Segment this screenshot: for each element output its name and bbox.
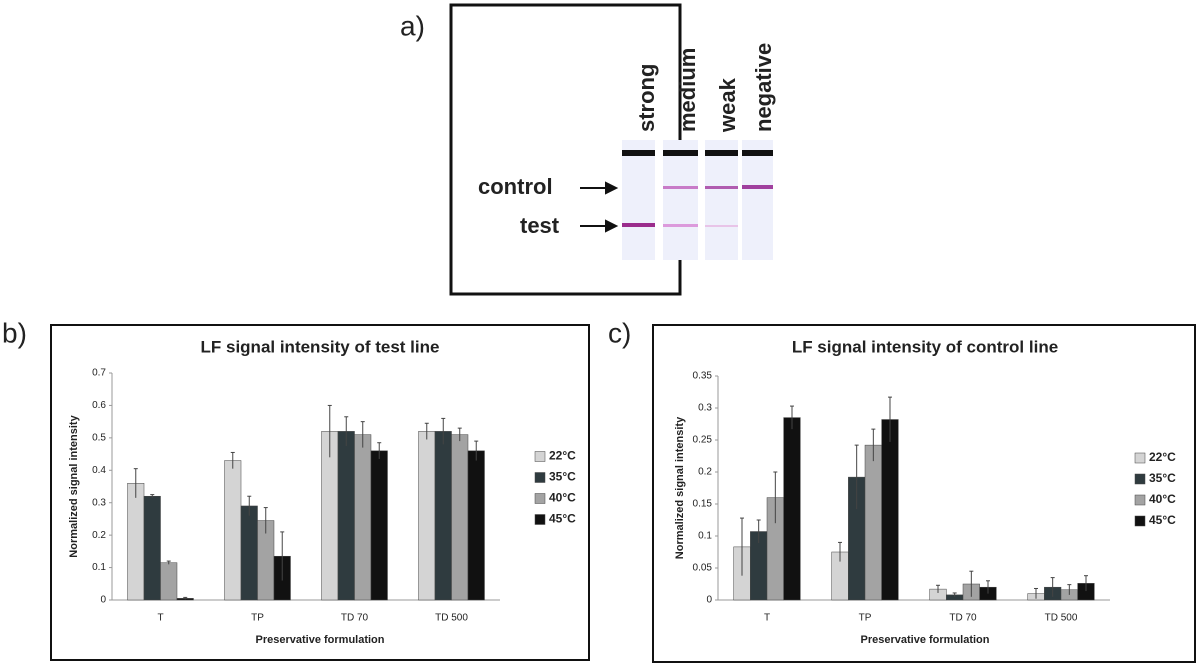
y-tick-label: 0.5 <box>92 432 106 443</box>
bar <box>337 431 355 601</box>
x-tick-label: TD 500 <box>435 613 468 624</box>
lane-label: medium <box>675 48 700 132</box>
panel-label: b) <box>2 317 27 348</box>
strip-band <box>622 150 655 156</box>
arrow-head <box>605 181 619 195</box>
strips <box>622 140 773 260</box>
bar <box>864 444 882 601</box>
line-label: test <box>520 213 560 238</box>
legend-label: 35°C <box>549 470 576 484</box>
bar <box>143 495 161 601</box>
strip-band <box>663 186 698 189</box>
strip-band <box>663 150 698 156</box>
legend-swatch <box>534 514 546 525</box>
lane-label: strong <box>634 64 659 132</box>
y-tick-label: 0.05 <box>693 563 713 574</box>
strip-band <box>622 223 655 227</box>
y-tick-label: 0 <box>100 595 106 606</box>
bar <box>418 431 436 601</box>
strip <box>742 140 773 260</box>
bar <box>881 419 899 601</box>
y-tick-label: 0.15 <box>693 499 713 510</box>
panel-label: a) <box>400 10 425 41</box>
y-tick-label: 0.6 <box>92 400 106 411</box>
bar <box>451 434 469 601</box>
arrows <box>580 181 619 233</box>
strip-band <box>705 150 738 156</box>
panel-label: c) <box>608 317 631 348</box>
y-tick-label: 0.4 <box>92 465 106 476</box>
chart-title: LF signal intensity of test line <box>201 337 440 356</box>
y-tick-label: 0.2 <box>92 530 106 541</box>
bar <box>127 483 145 601</box>
bar <box>224 460 242 601</box>
strip-band <box>705 186 738 189</box>
lane-label: weak <box>715 77 740 133</box>
lane-label: negative <box>751 43 776 132</box>
legend-label: 35°C <box>1149 471 1176 485</box>
x-tick-label: TD 500 <box>1045 613 1078 624</box>
line-label: control <box>478 174 553 199</box>
strip <box>705 140 738 260</box>
x-axis-label: Preservative formulation <box>256 634 385 646</box>
strip-band <box>742 185 773 189</box>
legend-swatch <box>534 493 546 504</box>
bar <box>370 450 388 601</box>
strip-band <box>742 150 773 156</box>
y-tick-label: 0.7 <box>92 368 106 379</box>
y-tick-label: 0.25 <box>693 435 713 446</box>
y-tick-label: 0.35 <box>693 371 713 382</box>
y-tick-label: 0.1 <box>92 562 106 573</box>
chart-frame <box>652 324 1196 663</box>
legend-swatch <box>1134 494 1146 506</box>
x-tick-label: T <box>764 613 770 624</box>
x-tick-label: T <box>157 613 163 624</box>
y-tick-label: 0.1 <box>698 531 712 542</box>
x-tick-label: TD 70 <box>341 613 369 624</box>
arrow-head <box>605 219 619 233</box>
x-tick-label: TP <box>251 613 264 624</box>
legend-label: 45°C <box>549 512 576 526</box>
y-tick-label: 0.3 <box>698 403 712 414</box>
x-tick-label: TD 70 <box>949 613 977 624</box>
bar <box>467 450 485 601</box>
bar <box>354 434 372 601</box>
strip-band <box>663 224 698 227</box>
bar <box>160 562 178 601</box>
legend-label: 45°C <box>1149 513 1176 527</box>
strip <box>663 140 698 260</box>
legend-label: 22°C <box>549 449 576 463</box>
legend-swatch <box>1134 452 1146 464</box>
y-tick-label: 0.2 <box>698 467 712 478</box>
bar <box>783 417 801 601</box>
legend-swatch <box>1134 515 1146 527</box>
legend-swatch <box>534 451 546 462</box>
bar <box>434 431 452 601</box>
legend-swatch <box>1134 473 1146 485</box>
chart-frame <box>50 324 590 661</box>
legend-swatch <box>534 472 546 483</box>
y-tick-label: 0 <box>706 595 712 606</box>
strip <box>622 140 655 260</box>
y-axis-label: Normalized signal intensity <box>68 414 80 557</box>
strip-band <box>705 225 738 227</box>
x-axis-label: Preservative formulation <box>861 634 990 646</box>
legend-label: 40°C <box>1149 492 1176 506</box>
chart-title: LF signal intensity of control line <box>792 337 1058 356</box>
legend-label: 40°C <box>549 491 576 505</box>
y-axis-label: Normalized signal intensity <box>674 416 686 559</box>
legend-label: 22°C <box>1149 450 1176 464</box>
y-tick-label: 0.3 <box>92 497 106 508</box>
x-tick-label: TP <box>859 613 872 624</box>
bar <box>240 505 258 601</box>
